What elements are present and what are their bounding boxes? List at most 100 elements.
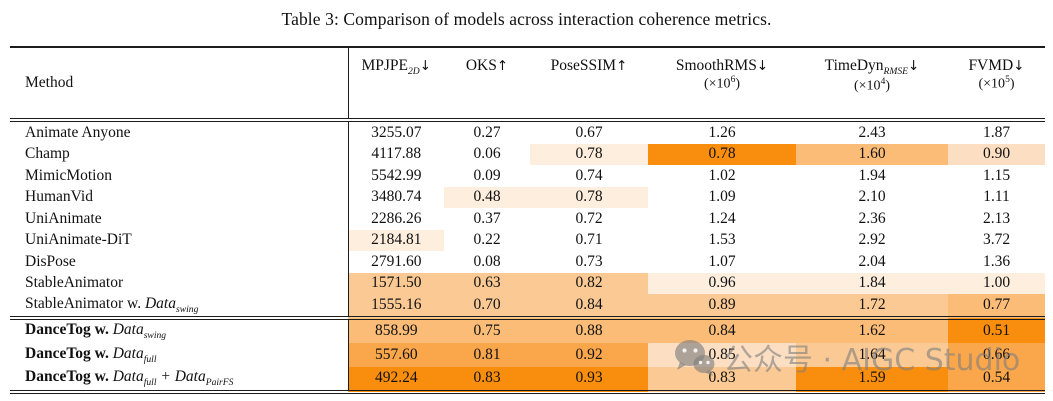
value-cell: 0.37 bbox=[473, 209, 501, 227]
value-cell: 0.08 bbox=[473, 252, 501, 270]
value-cell: 0.83 bbox=[648, 366, 796, 394]
column-header-posessim: PoseSSIM↑ bbox=[530, 47, 648, 122]
column-header-fvmd: FVMD↓ (×105) bbox=[948, 47, 1045, 122]
value-cell: 0.75 bbox=[444, 315, 530, 343]
value-cell: 1.24 bbox=[708, 209, 736, 227]
value-cell: 0.73 bbox=[575, 252, 603, 270]
comparison-table-wrapper: Method MPJPE2D↓ OKS↑ PoseSSIM↑ SmoothRMS↓ (×… bbox=[10, 46, 1045, 394]
value-cell: 1.15 bbox=[982, 166, 1011, 184]
value-cell: 0.72 bbox=[575, 209, 603, 227]
value-cell: 0.84 bbox=[530, 294, 648, 318]
value-cell: 0.51 bbox=[948, 315, 1045, 343]
value-cell: 3.72 bbox=[982, 231, 1011, 249]
value-cell: 1.11 bbox=[983, 188, 1010, 206]
method-cell: MimicMotion bbox=[25, 166, 112, 184]
value-cell: 0.78 bbox=[530, 186, 648, 208]
value-cell: 0.83 bbox=[444, 366, 530, 394]
table-caption: Table 3: Comparison of models across int… bbox=[281, 9, 772, 29]
value-cell: 492.24 bbox=[347, 366, 444, 394]
column-header-method: Method bbox=[10, 47, 348, 122]
value-cell: 0.77 bbox=[948, 294, 1045, 318]
method-cell: StableAnimator bbox=[25, 274, 124, 292]
value-cell: 0.54 bbox=[948, 366, 1045, 394]
value-cell: 1555.16 bbox=[347, 294, 444, 318]
value-cell: 1.26 bbox=[708, 123, 736, 141]
column-header-timedyn: TimeDynRMSE↓ (×104) bbox=[796, 47, 948, 122]
value-cell: 1.07 bbox=[708, 252, 736, 270]
table-row: DisPose 2791.60 0.08 0.73 1.07 2.04 1.36 bbox=[10, 251, 1045, 273]
value-cell: 0.88 bbox=[530, 315, 648, 343]
table-body: Animate Anyone 3255.07 0.27 0.67 1.26 2.43 1.8… bbox=[10, 120, 1045, 394]
comparison-table: Method MPJPE2D↓ OKS↑ PoseSSIM↑ SmoothRMS↓ (×… bbox=[10, 46, 1045, 394]
value-cell: 0.96 bbox=[648, 272, 796, 294]
table-row: StableAnimator w. Dataswing 1555.16 0.70 0.… bbox=[10, 294, 1045, 318]
value-cell: 3480.74 bbox=[347, 186, 444, 208]
value-cell: 2.43 bbox=[858, 123, 886, 141]
table-row: MimicMotion 5542.99 0.09 0.74 1.02 1.94 1.15 bbox=[10, 165, 1045, 187]
value-cell: 2.92 bbox=[858, 231, 886, 249]
value-cell: 2.13 bbox=[982, 209, 1011, 227]
value-cell: 1.62 bbox=[796, 315, 948, 343]
header-row: Method MPJPE2D↓ OKS↑ PoseSSIM↑ SmoothRMS↓ (×… bbox=[10, 47, 1045, 122]
value-cell: 1.60 bbox=[796, 143, 948, 165]
value-cell: 0.78 bbox=[648, 143, 796, 165]
value-cell: 0.71 bbox=[575, 231, 603, 249]
method-cell: DanceTog w. Dataswing bbox=[10, 315, 348, 343]
value-cell: 0.74 bbox=[575, 166, 603, 184]
value-cell: 0.84 bbox=[648, 315, 796, 343]
value-cell: 0.90 bbox=[948, 143, 1045, 165]
value-cell: 2.04 bbox=[858, 252, 886, 270]
method-cell: DanceTog w. Datafull + DataPairFS bbox=[10, 366, 348, 394]
value-cell: 1.36 bbox=[982, 252, 1011, 270]
value-cell: 1.72 bbox=[796, 294, 948, 318]
value-cell: 1.02 bbox=[708, 166, 736, 184]
value-cell: 2791.60 bbox=[347, 251, 444, 273]
value-cell: 0.27 bbox=[473, 123, 501, 141]
value-cell: 0.22 bbox=[473, 231, 501, 249]
table-row: HumanVid 3480.74 0.48 0.78 1.09 2.10 1.11 bbox=[10, 186, 1045, 208]
value-cell: 0.81 bbox=[444, 343, 530, 367]
value-cell: 2.36 bbox=[858, 209, 886, 227]
table-row: Champ 4117.88 0.06 0.78 0.78 1.60 0.90 bbox=[10, 143, 1045, 165]
table-row: UniAnimate-DiT 2184.81 0.22 0.71 1.53 2.92 3.7… bbox=[10, 229, 1045, 251]
method-cell: HumanVid bbox=[25, 188, 93, 206]
value-cell: 1.64 bbox=[796, 343, 948, 367]
value-cell: 0.85 bbox=[648, 343, 796, 367]
value-cell: 1.87 bbox=[982, 123, 1011, 141]
value-cell: 0.66 bbox=[948, 343, 1045, 367]
method-cell: DanceTog w. Datafull bbox=[25, 344, 157, 365]
value-cell: 0.93 bbox=[530, 366, 648, 394]
value-cell: 0.82 bbox=[530, 272, 648, 294]
value-cell: 1.84 bbox=[796, 272, 948, 294]
value-cell: 0.06 bbox=[473, 145, 501, 163]
column-header-mpjpe: MPJPE2D↓ bbox=[347, 47, 444, 122]
method-cell: Animate Anyone bbox=[25, 123, 131, 141]
column-header-smoothrms: SmoothRMS↓ (×106) bbox=[648, 47, 796, 122]
method-cell: UniAnimate bbox=[25, 209, 102, 227]
method-cell: StableAnimator w. Dataswing bbox=[25, 294, 199, 315]
value-cell: 0.89 bbox=[648, 294, 796, 318]
value-cell: 1.59 bbox=[796, 366, 948, 394]
value-cell: 2.10 bbox=[858, 188, 886, 206]
value-cell: 2184.81 bbox=[347, 229, 444, 251]
value-cell: 2286.26 bbox=[347, 208, 444, 230]
table-row: UniAnimate 2286.26 0.37 0.72 1.24 2.36 2.13 bbox=[10, 208, 1045, 230]
value-cell: 557.60 bbox=[347, 343, 444, 367]
value-cell: 1.00 bbox=[948, 272, 1045, 294]
value-cell: 0.67 bbox=[575, 123, 603, 141]
method-cell: DisPose bbox=[25, 252, 76, 270]
table-row: StableAnimator 1571.50 0.63 0.82 0.96 1.84 1.0… bbox=[10, 272, 1045, 294]
value-cell: 0.78 bbox=[530, 143, 648, 165]
table-row: DanceTog w. Datafull 557.60 0.81 0.92 0.85 1.… bbox=[10, 343, 1045, 367]
value-cell: 1.09 bbox=[708, 188, 736, 206]
method-cell: Champ bbox=[25, 145, 70, 163]
value-cell: 0.92 bbox=[530, 343, 648, 367]
value-cell: 3255.07 bbox=[347, 120, 444, 144]
table-row: DanceTog w. Dataswing 858.99 0.75 0.88 0.84 1… bbox=[10, 315, 1045, 343]
method-cell: UniAnimate-DiT bbox=[25, 231, 132, 249]
value-cell: 0.48 bbox=[444, 186, 530, 208]
value-cell: 0.09 bbox=[473, 166, 501, 184]
value-cell: 0.70 bbox=[444, 294, 530, 318]
value-cell: 1.53 bbox=[708, 231, 736, 249]
table-row: DanceTog w. Datafull + DataPairFS 492.24 0… bbox=[10, 366, 1045, 394]
